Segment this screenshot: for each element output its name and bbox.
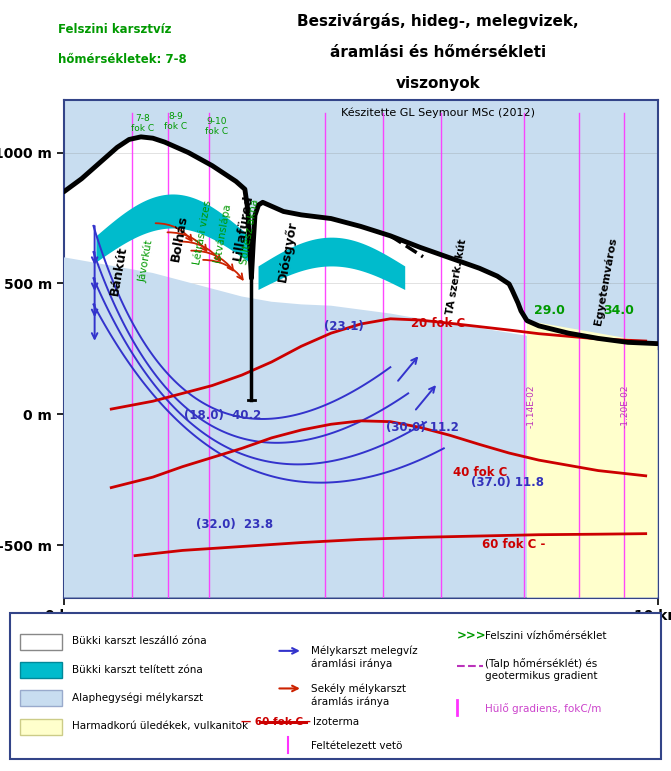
Polygon shape: [64, 137, 658, 598]
Bar: [20, 690, 62, 706]
Text: Harmadkorú üledékek, vulkanitok: Harmadkorú üledékek, vulkanitok: [72, 721, 248, 731]
Text: (23.1): (23.1): [324, 320, 364, 333]
Polygon shape: [527, 321, 658, 598]
Text: 20 fok C: 20 fok C: [411, 317, 466, 330]
Text: viszonyok: viszonyok: [395, 76, 480, 91]
Text: Lillafüred: Lillafüred: [231, 194, 255, 261]
Text: geotermikus gradient: geotermikus gradient: [485, 671, 597, 681]
Bar: [20, 634, 62, 650]
Text: 34.0: 34.0: [603, 304, 634, 317]
Text: 29.0: 29.0: [534, 304, 565, 317]
Text: Izoterma: Izoterma: [313, 717, 359, 727]
Text: Jávorkút: Jávorkút: [137, 239, 154, 283]
Text: — 60 fok C -: — 60 fok C -: [240, 717, 311, 727]
Text: Mélykarszt melegvíz: Mélykarszt melegvíz: [311, 645, 417, 656]
Text: (30.0) 11.2: (30.0) 11.2: [386, 420, 458, 433]
Text: 40 fok C: 40 fok C: [453, 466, 507, 479]
Text: 8-9
fok C: 8-9 fok C: [164, 112, 187, 131]
Text: Készitette GL Seymour MSc (2012): Készitette GL Seymour MSc (2012): [341, 107, 535, 118]
Text: (18.0)  40.2: (18.0) 40.2: [184, 409, 261, 422]
Text: Felszini vízhőmérséklet: Felszini vízhőmérséklet: [485, 631, 607, 641]
Text: Istvánslápa: Istvánslápa: [212, 203, 233, 263]
Text: Hülő gradiens, fokC/m: Hülő gradiens, fokC/m: [485, 703, 601, 714]
Text: -1.14E-02: -1.14E-02: [526, 385, 535, 428]
Text: >>>: >>>: [457, 629, 486, 642]
Text: Bükki karszt telített zóna: Bükki karszt telített zóna: [72, 665, 203, 675]
Text: Létrási vizes: Létrási vizes: [192, 200, 213, 266]
Text: 7-8
fok C: 7-8 fok C: [131, 113, 154, 133]
Text: Bükki karszt leszálló zóna: Bükki karszt leszálló zóna: [72, 637, 207, 646]
Polygon shape: [97, 194, 250, 262]
Text: áramlás iránya: áramlás iránya: [311, 696, 389, 707]
Text: (37.0) 11.8: (37.0) 11.8: [470, 476, 544, 490]
Text: Egyetemváros: Egyetemváros: [592, 237, 618, 326]
Text: Beszivárgás, hideg-, melegvizek,: Beszivárgás, hideg-, melegvizek,: [297, 13, 578, 29]
Text: Sekély mélykarszt: Sekély mélykarszt: [311, 683, 405, 694]
Text: Feltételezett vetö: Feltételezett vetö: [311, 741, 402, 751]
Text: Alaphegységi mélykarszt: Alaphegységi mélykarszt: [72, 692, 203, 703]
Text: -1.20E-02: -1.20E-02: [620, 385, 629, 428]
Bar: [20, 719, 62, 735]
FancyBboxPatch shape: [10, 613, 661, 759]
Text: Bánkút: Bánkút: [107, 245, 129, 297]
Text: 60 fok C -: 60 fok C -: [482, 538, 546, 550]
Bar: [20, 662, 62, 678]
Text: (32.0)  23.8: (32.0) 23.8: [195, 518, 272, 531]
Text: Sóltész akna: Sóltész akna: [240, 199, 261, 266]
Polygon shape: [258, 237, 405, 290]
Text: áramlási és hőmérsékleti: áramlási és hőmérsékleti: [330, 45, 546, 59]
Text: (Talp hőmérséklét) és: (Talp hőmérséklét) és: [485, 658, 597, 668]
Text: Bolhás: Bolhás: [169, 214, 190, 263]
Text: Diósgyőr: Diósgyőr: [276, 219, 300, 282]
Text: áramlási iránya: áramlási iránya: [311, 658, 392, 669]
Text: 9-10
fok C: 9-10 fok C: [205, 117, 228, 136]
Text: Felszini karsztvíz: Felszini karsztvíz: [58, 23, 171, 36]
Polygon shape: [64, 258, 658, 598]
Text: hőmérsékletek: 7-8: hőmérsékletek: 7-8: [58, 53, 187, 66]
Text: TA szerk. kút: TA szerk. kút: [446, 238, 468, 315]
